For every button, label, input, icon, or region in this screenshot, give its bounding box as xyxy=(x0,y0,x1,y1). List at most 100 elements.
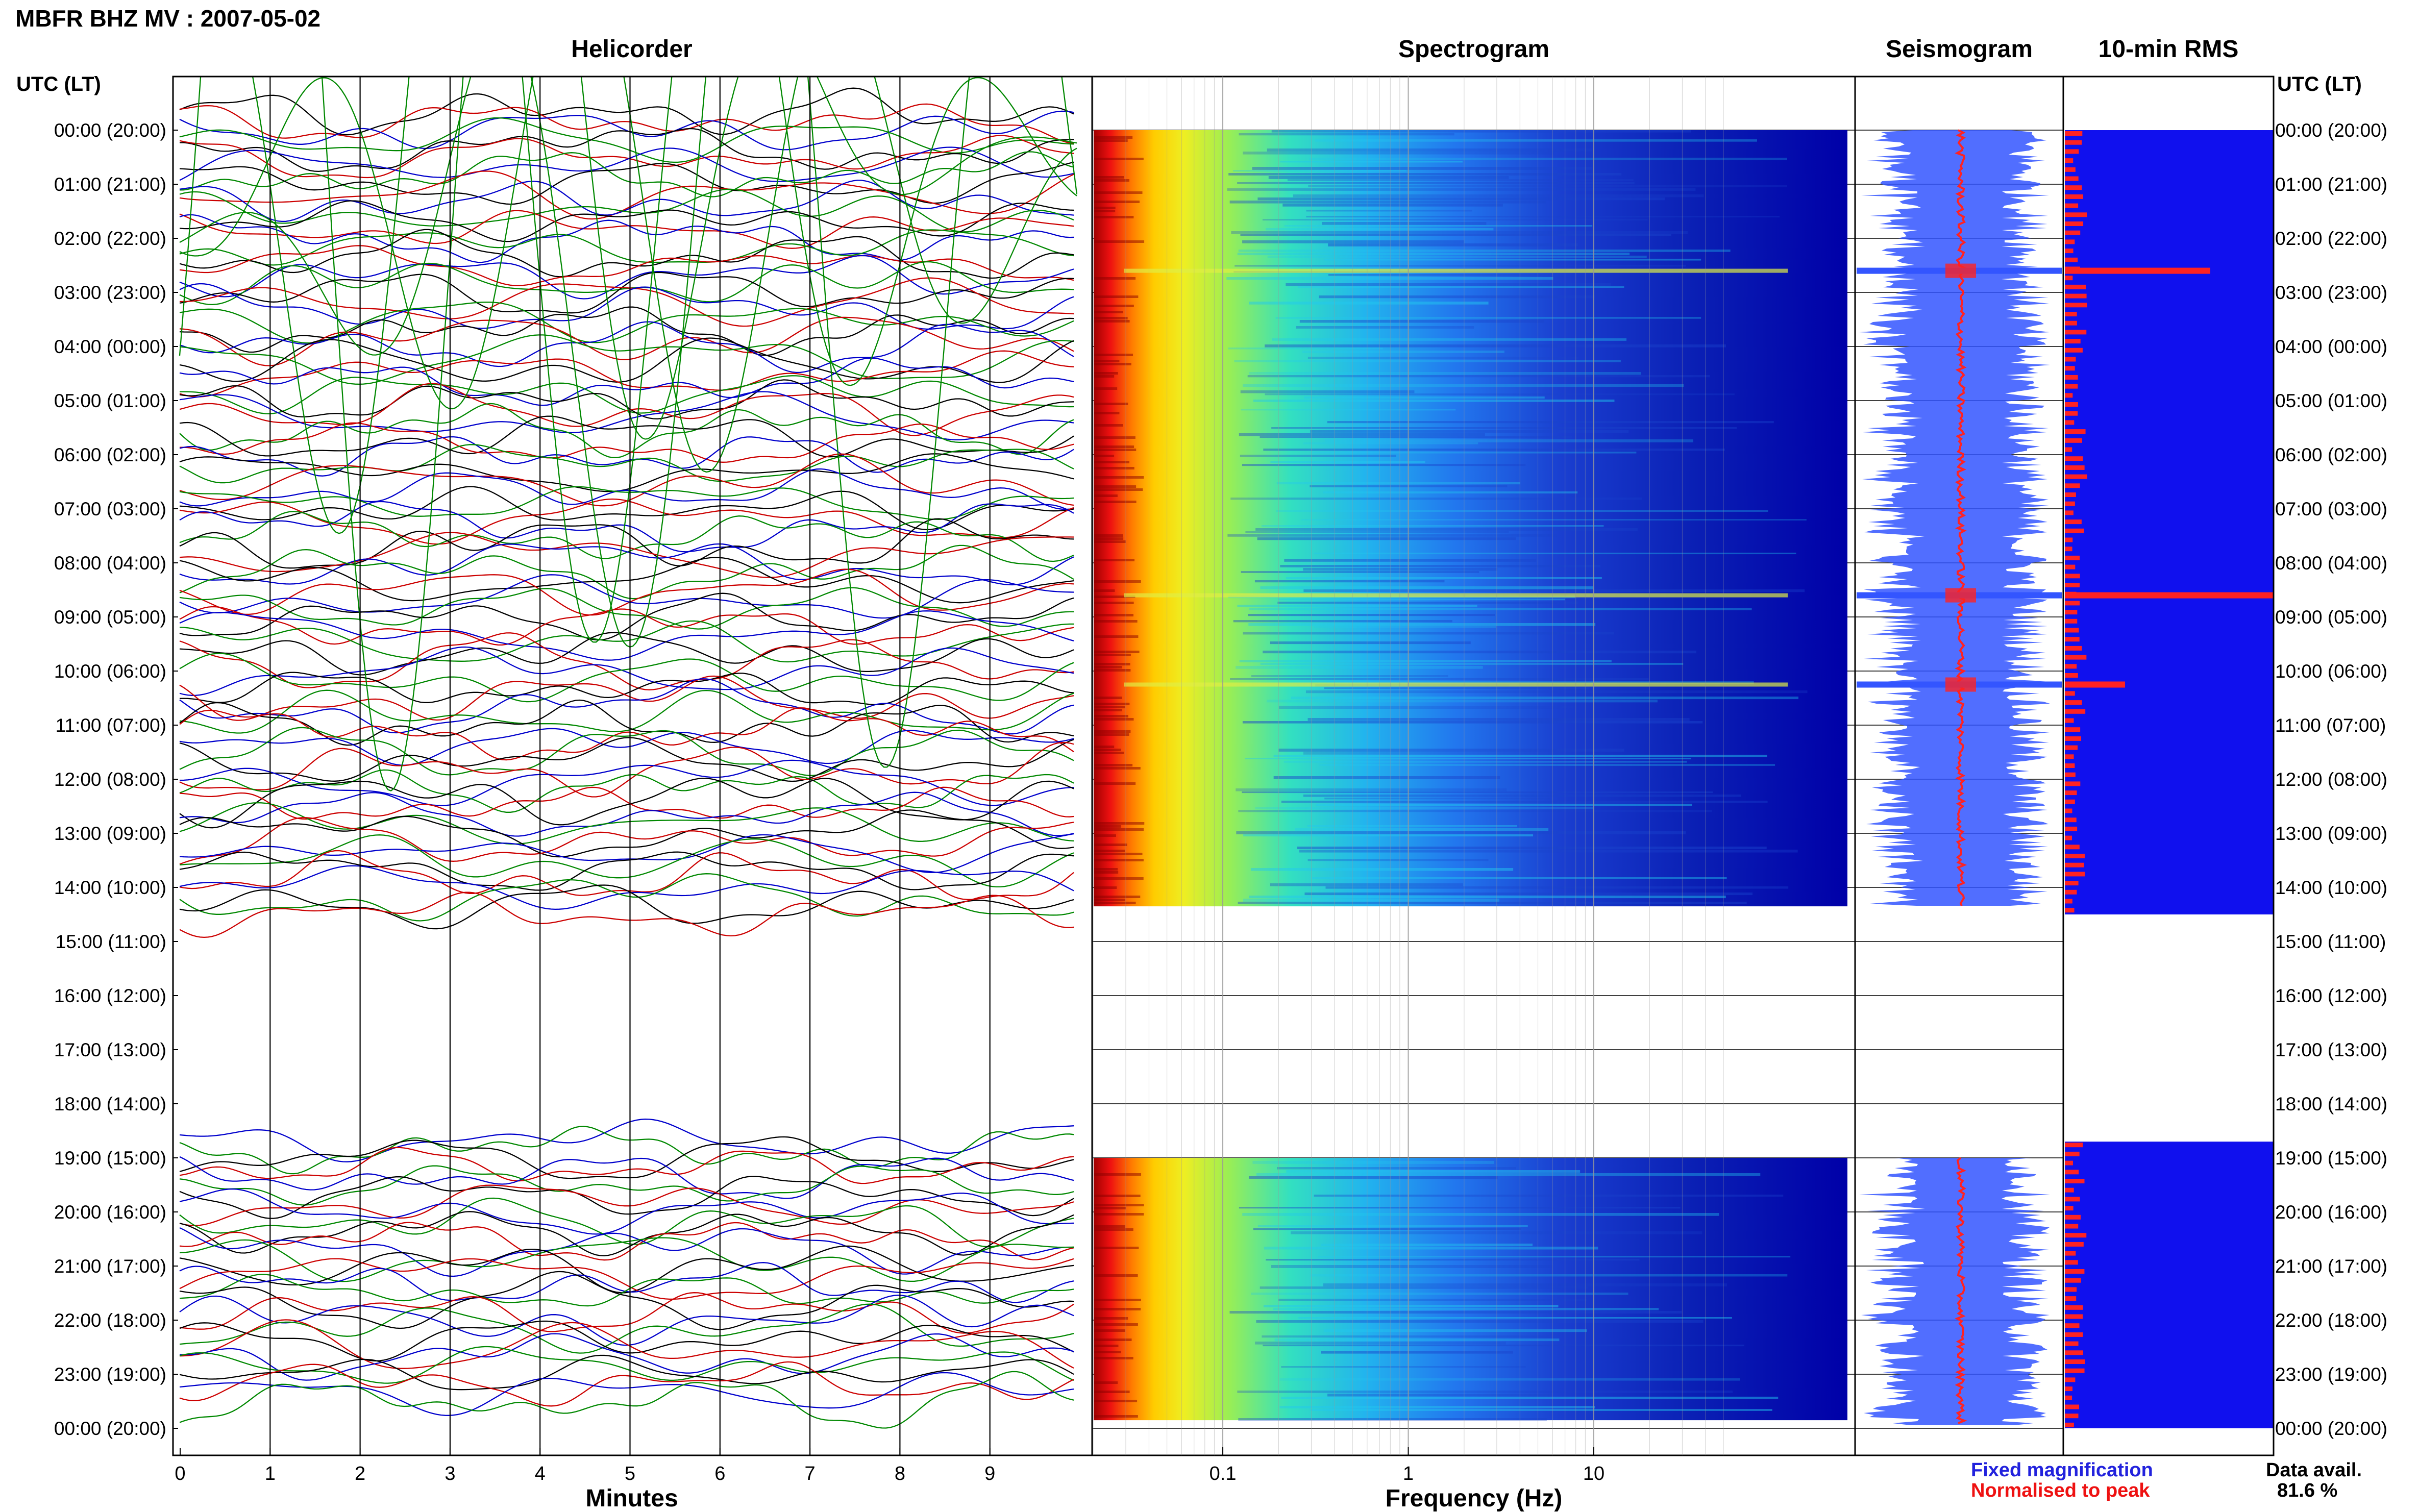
rms-peak-bar xyxy=(2065,267,2210,274)
spectrogram-streak xyxy=(1252,1161,1494,1164)
spectrogram-x-ticks: 0.1 1 10 xyxy=(1093,77,1724,1484)
spectrogram-streak xyxy=(1094,467,1134,469)
rms-bar xyxy=(2065,348,2083,353)
helicorder-trace xyxy=(179,486,1074,520)
spectrogram-streak xyxy=(1280,161,1463,163)
rms-bar xyxy=(2065,899,2072,904)
spectrogram-streak xyxy=(1094,158,1144,160)
spectrogram-streak xyxy=(1229,1311,1682,1314)
spectrogram-streak xyxy=(1241,409,1456,411)
spectrogram-streak xyxy=(1310,1274,1788,1277)
spectrogram-streak xyxy=(1094,295,1139,298)
spectrogram-streak xyxy=(1250,868,1514,871)
spectrogram-streak xyxy=(1094,1274,1138,1277)
rms-bar xyxy=(2065,736,2082,741)
rms-bar xyxy=(2065,1368,2085,1373)
rms-bar xyxy=(2065,835,2072,840)
row-label-right: 21:00 (17:00) xyxy=(2275,1256,2387,1277)
helicorder-trace xyxy=(179,501,1074,553)
spectrogram-streak xyxy=(1327,1394,1552,1397)
spectrogram-streak xyxy=(1094,320,1130,323)
helicorder-trace xyxy=(179,103,1074,144)
helicorder-trace xyxy=(179,778,1074,829)
rms-bar xyxy=(2065,456,2083,461)
rms-bar xyxy=(2065,1386,2072,1392)
spectrogram-streak xyxy=(1306,210,1472,212)
spectrogram-streak xyxy=(1239,660,1612,662)
spectrogram-streak xyxy=(1324,798,1551,800)
spectrogram-streak xyxy=(1249,608,1752,610)
rms-bar xyxy=(2065,799,2075,804)
spectrogram-streak xyxy=(1238,1418,1547,1421)
time-axis-label-right: UTC (LT) xyxy=(2277,73,2362,95)
row-label-right: 12:00 (08:00) xyxy=(2275,769,2387,790)
spectrogram-streak xyxy=(1267,148,1592,152)
spectrogram-streak xyxy=(1094,746,1115,748)
spectrogram-streak xyxy=(1228,173,1622,176)
rms-bar xyxy=(2065,420,2075,425)
rms-block xyxy=(2065,130,2274,914)
spectrogram-streak xyxy=(1094,461,1130,463)
rms-bar xyxy=(2065,474,2087,479)
spectrogram-streak xyxy=(1094,412,1120,414)
rms-bar xyxy=(2065,1314,2083,1319)
row-label-right: 17:00 (13:00) xyxy=(2275,1039,2387,1060)
spectrogram-streak xyxy=(1304,396,1545,399)
helicorder-trace xyxy=(179,678,1074,735)
spectrogram-streak xyxy=(1299,320,1545,323)
seismogram-traces xyxy=(1857,129,2062,1425)
data-availability-value: 81.6 % xyxy=(2277,1480,2337,1501)
helicorder-trace xyxy=(179,255,1074,300)
spectrogram-streak xyxy=(1094,445,1134,448)
spectrogram-streak xyxy=(1094,136,1133,139)
spectrogram-streak xyxy=(1094,764,1133,766)
rms-bar xyxy=(2065,673,2078,678)
spectrogram-streak xyxy=(1264,1305,1559,1307)
row-label-right: 11:00 (07:00) xyxy=(2275,715,2386,736)
spectrogram-streak xyxy=(1237,1391,1733,1393)
rms-peak-bar xyxy=(2065,592,2273,599)
rms-bar xyxy=(2065,1395,2072,1400)
spectrogram-streak xyxy=(1094,216,1134,218)
spectrogram-streak xyxy=(1307,825,1518,827)
helicorder-trace xyxy=(179,727,1074,776)
spectrogram-streak xyxy=(1325,886,1789,889)
helicorder-trace xyxy=(179,301,1074,344)
spectrogram-streak xyxy=(1286,1170,1581,1173)
spectrogram-streak xyxy=(1245,531,1509,533)
spectrogram-streak xyxy=(1094,899,1126,901)
helicorder-trace xyxy=(179,557,1074,604)
spectrogram-streak xyxy=(1094,663,1130,665)
spectrogram-streak xyxy=(1303,568,1498,571)
spectrogram-streak xyxy=(1312,877,1727,879)
row-label-left: 23:00 (19:00) xyxy=(54,1364,166,1385)
rms-bar xyxy=(2065,140,2082,145)
rms-bar xyxy=(2065,492,2076,497)
spectrogram-streak xyxy=(1321,222,1487,225)
helicorder-trace xyxy=(179,675,1074,721)
spectrogram-streak xyxy=(1278,599,1565,601)
helicorder-trace xyxy=(179,632,1074,676)
spectrogram-streak xyxy=(1094,424,1123,427)
helicorder-trace xyxy=(179,1211,1074,1256)
spectrogram-streak xyxy=(1328,243,1578,246)
spectrogram-streak xyxy=(1311,1409,1772,1411)
rms-bar xyxy=(2065,528,2084,533)
spectrogram-event-line xyxy=(1124,682,1788,687)
spectrogram-streak xyxy=(1260,663,1684,665)
spectrogram-streak xyxy=(1094,828,1144,831)
rms-bar xyxy=(2065,564,2076,569)
spectrogram-streak xyxy=(1094,485,1137,488)
minute-tick-label: 9 xyxy=(984,1463,995,1484)
minute-tick-label: 4 xyxy=(535,1463,546,1484)
spectrogram-streak xyxy=(1323,1283,1727,1286)
helicorder-title: Helicorder xyxy=(571,36,692,63)
helicorder-trace xyxy=(179,1271,1074,1330)
spectrogram-streak xyxy=(1094,580,1141,583)
spectrogram-streak xyxy=(1241,571,1479,573)
spectrogram-streak xyxy=(1297,286,1624,288)
spectrogram-streak xyxy=(1094,844,1127,846)
helicorder-trace xyxy=(179,200,1074,242)
spectrogram-streak xyxy=(1237,253,1630,256)
helicorder-trace xyxy=(179,532,1074,578)
